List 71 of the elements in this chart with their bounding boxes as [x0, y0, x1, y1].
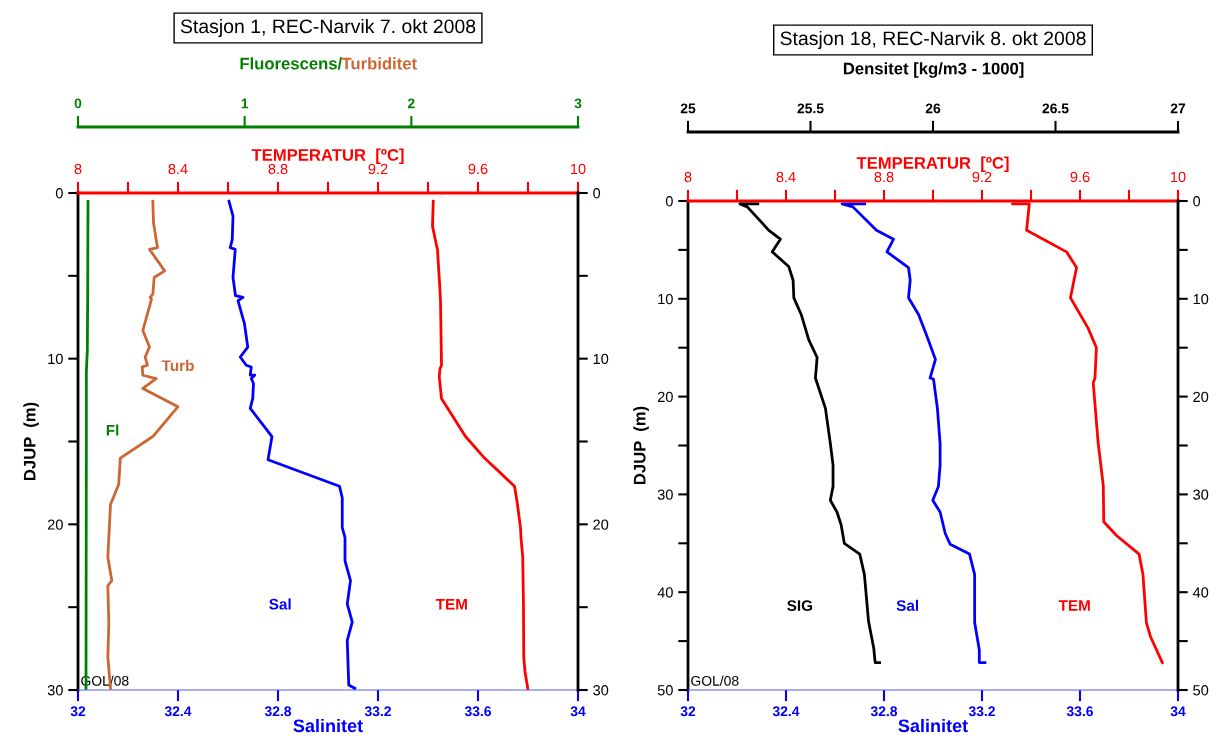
annotation: GOL/08 — [691, 675, 739, 686]
y2-tick-label: 30 — [1193, 489, 1209, 500]
y-tick-label: 0 — [665, 196, 673, 207]
x-axis-title: Densitet [kg/m3 - 1000] — [843, 62, 1024, 78]
y2-tick-label: 30 — [593, 685, 609, 696]
x-tick-label: 32 — [70, 706, 86, 717]
x2-tick-label: 9.6 — [468, 163, 488, 175]
series-label: Turb — [161, 359, 194, 372]
x2-tick-label: 8 — [74, 163, 82, 175]
y-tick-label: 0 — [55, 188, 63, 199]
x2-tick-label: 9.2 — [972, 171, 992, 183]
y-tick-label: 20 — [47, 519, 63, 530]
x2-tick-label: 9.2 — [368, 163, 388, 175]
line-series — [227, 199, 357, 690]
x-axis-title: Salinitet — [898, 718, 968, 733]
x-tick-label: 0 — [74, 98, 82, 109]
y-tick-label: 10 — [48, 353, 63, 365]
y-tick-label: 50 — [657, 685, 673, 696]
x2-tick-label: 8.4 — [168, 163, 188, 175]
x-tick-label: 32.4 — [164, 706, 192, 717]
x2-tick-label: 10 — [1171, 171, 1186, 183]
x2-tick-label: 10 — [571, 163, 586, 175]
y2-tick-label: 0 — [1193, 196, 1201, 207]
chart-title: Stasjon 18, REC-Narvik 8. okt 2008 — [780, 30, 1086, 50]
x-axis-title: Fluorescens/Turbiditet — [240, 57, 417, 70]
x-tick-label: 34 — [1170, 706, 1186, 717]
series-label: Fl — [106, 424, 119, 436]
y2-tick-label: 40 — [1192, 587, 1209, 598]
x-tick-label: 25 — [680, 103, 696, 114]
x-tick-label: 32.4 — [772, 706, 800, 717]
x-tick-label: 32.8 — [870, 706, 898, 717]
y-tick-label: 30 — [47, 685, 63, 696]
x-tick-label: 1 — [241, 98, 249, 109]
line-series — [840, 202, 987, 665]
x-tick-label: 26.5 — [1042, 103, 1069, 114]
text: Sal — [269, 598, 291, 610]
x-tick-label: 25.5 — [797, 103, 824, 114]
y-axis-title: DJUP (m) — [23, 402, 39, 481]
x-tick-label: 34 — [570, 706, 586, 717]
y-tick-label: 40 — [657, 587, 673, 598]
x-tick-label: 32 — [680, 706, 696, 717]
x-tick-label: 3 — [574, 98, 582, 109]
x2-tick-label: 8.8 — [268, 163, 288, 175]
y2-tick-label: 0 — [593, 188, 601, 199]
y-tick-label: 30 — [657, 489, 673, 500]
x-axis-title: Salinitet — [293, 718, 363, 733]
x-tick-label: 33.6 — [464, 706, 492, 717]
x2-tick-label: 8.4 — [776, 171, 796, 183]
x-tick-label: 33.2 — [968, 706, 995, 717]
chart-title: Stasjon 1, REC-Narvik 7. okt 2008 — [180, 18, 476, 38]
x-tick-label: 27 — [1170, 103, 1186, 114]
text: TEM — [435, 598, 467, 610]
y-tick-label: 20 — [657, 391, 673, 403]
y2-tick-label: 10 — [593, 353, 609, 365]
x-tick-label: 32.8 — [264, 706, 292, 717]
y2-tick-label: 10 — [1193, 293, 1209, 305]
y-axis-title: DJUP (m) — [633, 406, 649, 485]
y2-tick-label: 50 — [1193, 685, 1209, 696]
x-tick-label: 2 — [407, 98, 415, 109]
y2-tick-label: 20 — [1193, 391, 1209, 403]
x2-tick-label: 9.6 — [1070, 171, 1090, 183]
x-tick-label: 26 — [925, 103, 941, 114]
x2-tick-label: 8.8 — [874, 171, 894, 183]
x-tick-label: 33.6 — [1066, 706, 1094, 717]
x2-tick-label: 8 — [684, 171, 692, 183]
text: TEM — [1058, 600, 1090, 611]
y2-tick-label: 20 — [593, 519, 609, 530]
y-tick-label: 10 — [658, 293, 673, 305]
text: SIG — [787, 600, 813, 611]
x-tick-label: 33.2 — [364, 706, 391, 717]
text: Sal — [896, 599, 919, 611]
